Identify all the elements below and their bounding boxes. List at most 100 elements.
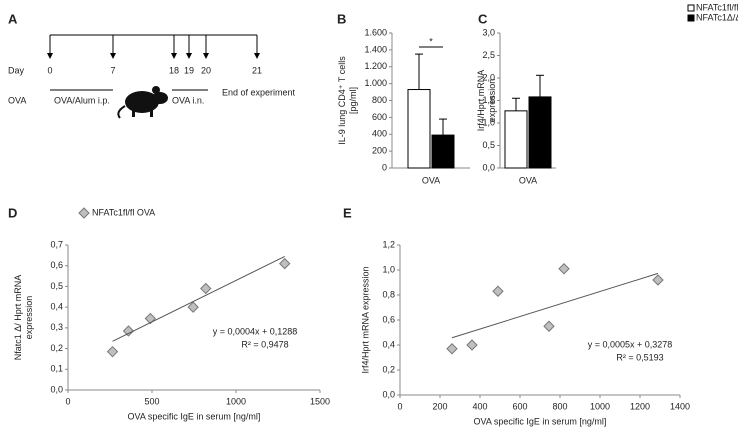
- x-tick-label: 0: [65, 396, 70, 406]
- x-tick-label: 400: [472, 401, 487, 411]
- legend-swatch: [687, 14, 695, 22]
- y-tick-label: 0,6: [382, 314, 395, 324]
- bar: [504, 110, 528, 169]
- mouse-icon: [117, 86, 168, 119]
- y-tick-label: 0,2: [50, 343, 63, 353]
- y-tick-label: 0,5: [482, 140, 495, 150]
- y-tick-label: 0,5: [50, 281, 63, 291]
- legend-label: NFATc1fl/fl: [696, 2, 738, 12]
- r-squared: R² = 0,9478: [241, 339, 288, 349]
- bar: [407, 89, 431, 169]
- x-tick-label: 800: [552, 401, 567, 411]
- panel-label: B: [337, 11, 346, 26]
- point: [122, 325, 135, 337]
- y-tick-label: 2,0: [482, 72, 495, 82]
- point: [652, 274, 664, 286]
- x-tick-label: OVA: [519, 175, 537, 185]
- y-tick-label: 2,5: [482, 50, 495, 60]
- y-tick-label: 0,1: [50, 364, 63, 374]
- day-number: 18: [169, 65, 179, 75]
- y-tick-label: 0,4: [50, 302, 63, 312]
- day-number: 0: [47, 65, 52, 75]
- trendline-equation: y = 0,0005x + 0,3278: [588, 339, 673, 349]
- trendline-equation: y = 0,0004x + 0,1288: [213, 326, 298, 336]
- point: [446, 343, 458, 355]
- y-axis-label: Irf4/Hprt mRNA: [476, 70, 486, 132]
- significance-label: *: [429, 36, 433, 46]
- x-tick-label: 1000: [590, 401, 610, 411]
- legend-label: NFATc1fl/fl OVA: [92, 207, 155, 217]
- y-tick-label: 1,0: [382, 264, 395, 274]
- y-tick-label: 0,8: [382, 289, 395, 299]
- x-tick-label: 1500: [310, 396, 330, 406]
- day-number: 19: [184, 65, 194, 75]
- point: [187, 301, 199, 313]
- legend-marker: [78, 207, 90, 219]
- day-label: Day: [8, 65, 25, 75]
- point: [466, 339, 478, 351]
- y-tick-label: 400: [372, 129, 387, 139]
- y-tick-label: 200: [372, 146, 387, 156]
- y-axis-label: IL-9 lung CD4⁺ T cells: [337, 56, 347, 145]
- point: [144, 312, 157, 325]
- y-tick-label: 1,5: [482, 95, 495, 105]
- y-tick-label: 1,0: [482, 117, 495, 127]
- x-axis-label: OVA specific IgE in serum [ng/ml]: [128, 411, 261, 421]
- y-tick-label: 600: [372, 112, 387, 122]
- y-axis-label: [pg/ml]: [348, 87, 358, 114]
- y-tick-label: 0: [382, 162, 387, 172]
- legend-label: NFATc1Δ/Δ: [696, 12, 738, 22]
- panel-label: A: [8, 11, 18, 26]
- x-tick-label: 600: [512, 401, 527, 411]
- y-tick-label: 0,4: [382, 339, 395, 349]
- y-tick-label: 1.200: [364, 61, 387, 71]
- phase-label: OVA i.n.: [172, 95, 204, 105]
- panel-label: C: [478, 11, 488, 26]
- bar: [431, 134, 455, 169]
- y-tick-label: 0,6: [50, 260, 63, 270]
- day-number: 21: [252, 65, 262, 75]
- day-number: 7: [110, 65, 115, 75]
- x-tick-label: OVA: [422, 175, 440, 185]
- trendline: [112, 255, 285, 342]
- x-tick-label: 500: [144, 396, 159, 406]
- y-tick-label: 0,3: [50, 322, 63, 332]
- bar: [528, 96, 552, 169]
- x-tick-label: 1200: [630, 401, 650, 411]
- y-tick-label: 1.600: [364, 27, 387, 37]
- y-axis-label: Nfatc1 Δ/ Hprt mRNA: [13, 275, 23, 361]
- y-tick-label: 0,2: [382, 364, 395, 374]
- ova-label: OVA: [8, 95, 26, 105]
- x-axis-label: OVA specific IgE in serum [ng/ml]: [474, 416, 607, 426]
- trendline: [451, 272, 659, 339]
- y-tick-label: 800: [372, 95, 387, 105]
- point: [200, 282, 212, 295]
- legend-swatch: [687, 4, 695, 12]
- y-tick-label: 0,7: [50, 239, 63, 249]
- day-number: 20: [201, 65, 211, 75]
- phase-label: OVA/Alum i.p.: [54, 95, 110, 105]
- y-axis-label: Irf4/Hprt mRNA expression: [360, 266, 370, 373]
- x-tick-label: 0: [397, 401, 402, 411]
- y-tick-label: 3,0: [482, 27, 495, 37]
- y-tick-label: 0,0: [50, 384, 63, 394]
- arrow-head: [186, 53, 192, 59]
- point: [543, 320, 555, 332]
- y-axis-label: expression: [487, 79, 497, 123]
- y-tick-label: 1,2: [382, 239, 395, 249]
- y-tick-label: 1.000: [364, 78, 387, 88]
- arrow-head: [47, 53, 53, 59]
- x-tick-label: 1400: [670, 401, 690, 411]
- arrow-head: [254, 53, 260, 59]
- r-squared: R² = 0,5193: [616, 352, 663, 362]
- y-tick-label: 0,0: [382, 389, 395, 399]
- arrow-head: [110, 53, 116, 59]
- arrow-head: [203, 53, 209, 59]
- point: [492, 285, 504, 297]
- point: [279, 257, 291, 270]
- y-tick-label: 0,0: [482, 162, 495, 172]
- x-tick-label: 1000: [226, 396, 246, 406]
- phase-label: End of experiment: [222, 87, 296, 97]
- panel-label: E: [343, 205, 352, 220]
